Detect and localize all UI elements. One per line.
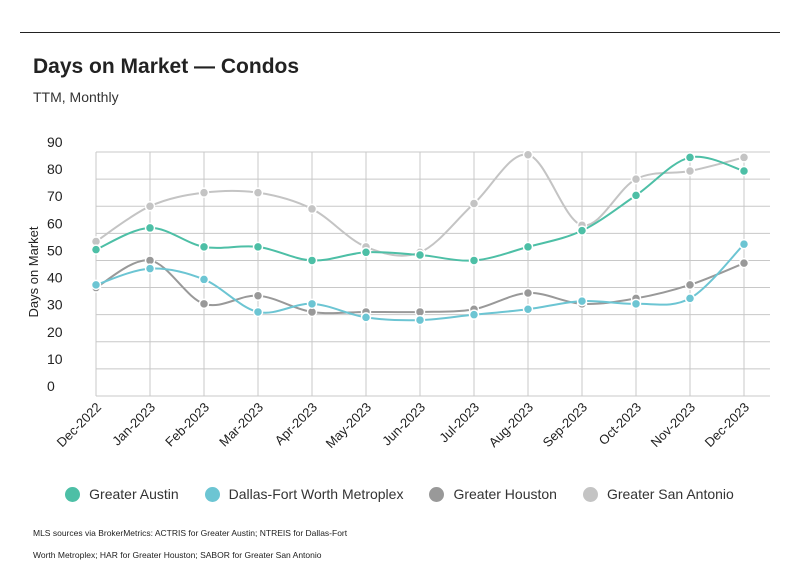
data-point-greater-austin[interactable]	[576, 225, 588, 236]
legend-item-dallas-fort-worth[interactable]: Dallas-Fort Worth Metroplex	[204, 486, 404, 502]
chart-title: Days on Market — Condos	[33, 55, 300, 78]
data-point-dallas-fort-worth-metroplex[interactable]	[576, 295, 588, 307]
legend: Greater Austin Dallas-Fort Worth Metropl…	[0, 486, 799, 502]
x-tick-label: Dec-2023	[702, 400, 752, 450]
data-point-greater-austin[interactable]	[738, 165, 750, 177]
y-tick-label: 90	[47, 134, 63, 150]
y-axis-label: Days on Market	[26, 226, 41, 317]
series-points	[90, 149, 750, 326]
legend-label-dallas-fort-worth: Dallas-Fort Worth Metroplex	[228, 486, 404, 502]
legend-swatch-dallas-fort-worth	[204, 486, 220, 502]
data-point-dallas-fort-worth-metroplex[interactable]	[306, 298, 318, 310]
legend-label-greater-san-antonio: Greater San Antonio	[606, 486, 734, 502]
x-tick-label: Jun-2023	[379, 400, 428, 449]
legend-item-greater-houston[interactable]: Greater Houston	[429, 486, 557, 502]
x-tick-label: Sep-2023	[540, 400, 590, 450]
data-point-greater-houston[interactable]	[198, 298, 210, 310]
y-axis-ticks: 0 10 20 30 40 50 60 70 80 90	[47, 134, 63, 394]
data-point-dallas-fort-worth-metroplex[interactable]	[630, 298, 642, 310]
data-point-dallas-fort-worth-metroplex[interactable]	[252, 306, 264, 318]
data-point-dallas-fort-worth-metroplex[interactable]	[738, 238, 750, 250]
x-tick-label: Apr-2023	[272, 400, 320, 448]
data-point-greater-houston[interactable]	[738, 257, 750, 269]
line-chart: 0 10 20 30 40 50 60 70 80 90 Days on Market Dec-2…	[26, 134, 770, 451]
data-point-dallas-fort-worth-metroplex[interactable]	[144, 263, 156, 274]
data-point-greater-austin[interactable]	[360, 247, 372, 258]
data-point-greater-austin[interactable]	[252, 241, 264, 253]
y-tick-label: 10	[47, 351, 63, 367]
data-point-greater-austin[interactable]	[522, 241, 534, 253]
data-point-greater-houston[interactable]	[684, 279, 696, 291]
x-tick-label: Jul-2023	[436, 400, 482, 446]
legend-item-greater-san-antonio[interactable]: Greater San Antonio	[582, 486, 734, 502]
data-point-dallas-fort-worth-metroplex[interactable]	[198, 274, 210, 285]
data-point-greater-san-antonio[interactable]	[468, 198, 480, 209]
data-point-greater-austin[interactable]	[306, 255, 318, 266]
legend-item-greater-austin[interactable]: Greater Austin	[65, 486, 179, 502]
data-point-greater-austin[interactable]	[198, 241, 210, 253]
source-footnote: MLS sources via BrokerMetrics: ACTRIS fo…	[33, 528, 348, 560]
data-point-dallas-fort-worth-metroplex[interactable]	[522, 303, 534, 315]
legend-label-greater-austin: Greater Austin	[89, 486, 179, 502]
x-tick-label: May-2023	[323, 400, 374, 451]
data-point-greater-austin[interactable]	[468, 255, 480, 266]
data-point-greater-austin[interactable]	[144, 222, 156, 234]
y-tick-label: 30	[47, 297, 63, 313]
top-rule	[20, 32, 780, 33]
data-point-greater-austin[interactable]	[684, 152, 696, 163]
x-tick-label: Aug-2023	[486, 400, 536, 450]
data-point-greater-san-antonio[interactable]	[252, 187, 264, 198]
data-point-greater-houston[interactable]	[522, 287, 534, 299]
y-tick-label: 40	[47, 270, 63, 286]
data-point-greater-san-antonio[interactable]	[522, 149, 534, 160]
legend-swatch-greater-san-antonio	[582, 486, 598, 502]
data-point-greater-san-antonio[interactable]	[684, 165, 696, 177]
x-tick-label: Jan-2023	[109, 400, 158, 449]
data-point-dallas-fort-worth-metroplex[interactable]	[360, 312, 372, 323]
legend-swatch-greater-austin	[65, 486, 81, 502]
legend-label-greater-houston: Greater Houston	[453, 486, 557, 502]
data-point-dallas-fort-worth-metroplex[interactable]	[414, 314, 426, 326]
data-point-greater-austin[interactable]	[630, 190, 642, 201]
y-tick-label: 80	[47, 161, 63, 177]
data-point-greater-san-antonio[interactable]	[198, 187, 210, 198]
x-axis-ticks: Dec-2022 Jan-2023 Feb-2023 Mar-2023 Apr-2023…	[54, 400, 752, 451]
y-tick-label: 0	[47, 378, 55, 394]
data-point-greater-san-antonio[interactable]	[306, 203, 318, 215]
grid	[95, 151, 770, 397]
data-point-greater-austin[interactable]	[414, 249, 426, 261]
chart-subtitle: TTM, Monthly	[33, 89, 119, 105]
legend-swatch-greater-houston	[429, 486, 445, 502]
x-tick-label: Nov-2023	[648, 400, 698, 450]
data-point-dallas-fort-worth-metroplex[interactable]	[684, 293, 696, 304]
x-tick-label: Mar-2023	[216, 400, 266, 450]
data-point-greater-san-antonio[interactable]	[630, 173, 642, 185]
data-point-dallas-fort-worth-metroplex[interactable]	[468, 309, 480, 320]
data-point-greater-austin[interactable]	[90, 244, 102, 255]
y-tick-label: 60	[47, 215, 63, 231]
y-tick-label: 70	[47, 188, 63, 204]
y-tick-label: 50	[47, 242, 63, 258]
data-point-greater-san-antonio[interactable]	[738, 152, 750, 163]
x-tick-label: Dec-2022	[54, 400, 104, 450]
data-point-greater-san-antonio[interactable]	[144, 200, 156, 212]
x-tick-label: Oct-2023	[596, 400, 644, 448]
y-tick-label: 20	[47, 324, 63, 340]
x-tick-label: Feb-2023	[162, 400, 212, 450]
data-point-greater-houston[interactable]	[252, 290, 264, 301]
data-point-dallas-fort-worth-metroplex[interactable]	[90, 279, 102, 291]
